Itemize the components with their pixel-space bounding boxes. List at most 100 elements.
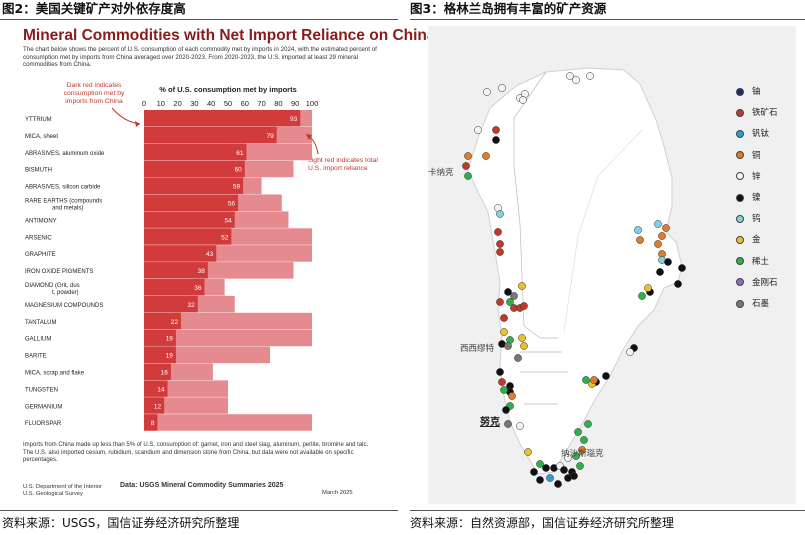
category-label: DIAMOND (Grit, dus t, powder) <box>25 283 80 296</box>
mineral-deposit-marker <box>584 420 592 428</box>
category-label: YTTRIUM <box>25 117 52 123</box>
x-tick-label: 90 <box>291 99 299 108</box>
bar-china-import <box>144 143 247 161</box>
category-label: BISMUTH <box>25 168 52 174</box>
mineral-deposit-marker <box>634 226 642 234</box>
legend-item: 石墨 <box>736 298 769 310</box>
legend-label: 金 <box>752 235 761 246</box>
mineral-deposit-marker <box>462 162 470 170</box>
bar-total-import <box>144 312 312 330</box>
legend-label: 钨 <box>752 214 761 225</box>
bar-chart-svg: % of U.S. consumption met by imports 0 10 2… <box>25 85 319 432</box>
mineral-deposit-marker <box>520 342 528 350</box>
legend-swatch <box>736 193 744 202</box>
bar-china-import <box>144 110 301 127</box>
right-caption-rule <box>410 19 805 20</box>
chart-date: March 2025 <box>322 490 353 496</box>
bar-value-label: 59 <box>233 184 241 191</box>
legend-item: 金 <box>736 234 761 246</box>
legend-swatch <box>736 257 744 266</box>
bar-value-label: 19 <box>166 353 174 360</box>
mineral-deposit-marker <box>520 302 528 310</box>
x-axis-title: % of U.S. consumption met by imports <box>159 85 297 94</box>
legend-item: 钨 <box>736 213 761 225</box>
legend-swatch <box>736 129 744 138</box>
category-label: ARSENIC <box>25 235 52 241</box>
category-label: ANTIMONY <box>25 218 57 224</box>
x-tick-label: 80 <box>274 99 282 108</box>
mineral-deposit-marker <box>674 280 682 288</box>
mineral-deposit-marker <box>504 342 512 350</box>
mineral-deposit-marker <box>516 422 524 430</box>
bar-value-label: 19 <box>166 336 174 343</box>
bar-china-import <box>144 279 205 296</box>
mineral-deposit-marker <box>554 480 562 488</box>
dark-red-note: Dark red indicates consumption met by im… <box>63 82 125 105</box>
place-label-narsaq: 纳沙斯瑙克 <box>561 449 604 459</box>
legend-label: 镍 <box>752 193 761 203</box>
bar-china-import <box>144 295 198 313</box>
x-tick-label: 10 <box>157 99 165 108</box>
category-label: TUNGSTEN <box>25 387 58 393</box>
category-label: MICA, scrap and flake <box>25 370 85 376</box>
mineral-deposit-marker <box>654 220 662 228</box>
mineral-deposit-marker <box>524 448 532 456</box>
right-source-rule <box>410 510 805 511</box>
mineral-deposit-marker <box>492 136 500 144</box>
mineral-deposit-marker <box>519 96 527 104</box>
mineral-deposit-marker <box>662 224 670 232</box>
x-tick-label: 20 <box>173 99 181 108</box>
mineral-deposit-marker <box>496 248 504 256</box>
bar-value-label: 56 <box>228 200 236 207</box>
left-figure-source: 资料来源：USGS，国信证券经济研究所整理 <box>2 516 240 530</box>
category-label: ABRASIVES, aluminum oxide <box>25 151 105 157</box>
mineral-deposit-marker <box>514 354 522 362</box>
legend-label: 铜 <box>752 150 761 161</box>
place-label-sisimiut: 西西缪特 <box>460 344 495 354</box>
legend-item: 钒钛 <box>736 128 769 140</box>
bar-value-label: 79 <box>266 133 274 140</box>
light-red-note: Light red indicates total U.S. import re… <box>308 157 378 172</box>
legend-label: 石墨 <box>752 299 770 309</box>
legend-item: 稀土 <box>736 256 769 268</box>
bar-china-import <box>144 126 277 144</box>
bar-value-label: 14 <box>157 386 165 393</box>
category-label: MAGNESIUM COMPOUNDS <box>25 303 103 309</box>
mineral-deposit-marker <box>492 126 500 134</box>
region-boundary-south <box>520 351 568 405</box>
category-label: GALLIUM <box>25 337 51 343</box>
bar-value-label: 12 <box>154 403 162 410</box>
mineral-deposit-marker <box>638 292 646 300</box>
mineral-deposit-marker <box>576 462 584 470</box>
legend-item: 镍 <box>736 192 761 204</box>
category-label: MICA, sheet <box>25 134 58 140</box>
mineral-deposit-marker <box>566 72 574 80</box>
bar-china-import <box>144 346 176 364</box>
legend-item: 铁矿石 <box>736 107 778 119</box>
greenland-map <box>462 67 686 488</box>
mineral-deposit-marker <box>536 476 544 484</box>
mineral-deposit-marker <box>590 376 598 384</box>
agency-label: U.S. Department of the Interior U.S. Geo… <box>23 484 102 497</box>
right-figure-source: 资料来源：自然资源部，国信证券经济研究所整理 <box>410 516 675 530</box>
greenland-landmass <box>467 67 683 475</box>
mineral-deposit-marker <box>664 258 672 266</box>
mineral-deposit-marker <box>496 240 504 248</box>
mineral-deposit-marker <box>496 210 504 218</box>
bar-china-import <box>144 312 181 330</box>
mineral-deposit-marker <box>602 372 610 380</box>
mineral-deposit-marker <box>474 126 482 134</box>
mineral-deposit-marker <box>496 368 504 376</box>
x-tick-label: 40 <box>207 99 215 108</box>
bar-value-label: 16 <box>161 369 169 376</box>
mineral-deposit-marker <box>572 452 580 460</box>
mineral-deposit-marker <box>658 232 666 240</box>
dark-note-arrowhead <box>135 121 140 127</box>
bar-china-import <box>144 329 176 347</box>
mineral-deposit-marker <box>464 152 472 160</box>
left-source-rule <box>0 510 398 511</box>
chart-description: The chart below shows the percent of U.S… <box>23 46 377 68</box>
legend-swatch <box>736 151 744 160</box>
mineral-deposit-marker <box>498 378 506 386</box>
mineral-deposit-marker <box>546 474 554 482</box>
